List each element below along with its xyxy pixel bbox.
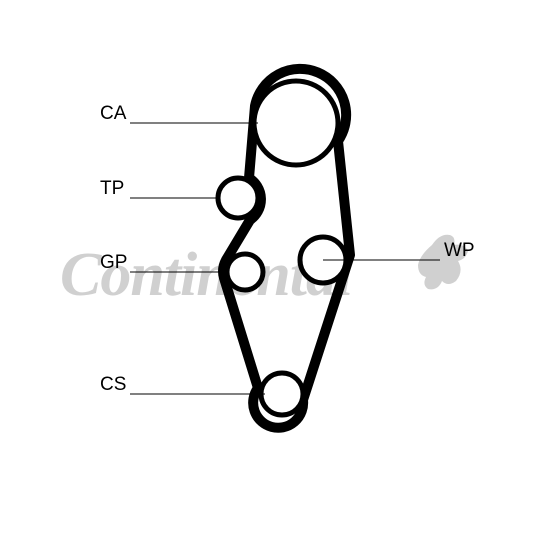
label-wp: WP xyxy=(444,240,475,261)
label-cs: CS xyxy=(100,374,126,395)
label-gp: GP xyxy=(100,252,127,273)
pulley-gp xyxy=(227,254,263,290)
label-ca: CA xyxy=(100,103,127,124)
pulley-tp xyxy=(218,178,258,218)
pulley-ca xyxy=(254,81,338,165)
belt-diagram: Continental CA TP GP CS WP xyxy=(0,0,540,540)
pulley-cs xyxy=(261,373,303,415)
label-tp: TP xyxy=(100,178,124,199)
